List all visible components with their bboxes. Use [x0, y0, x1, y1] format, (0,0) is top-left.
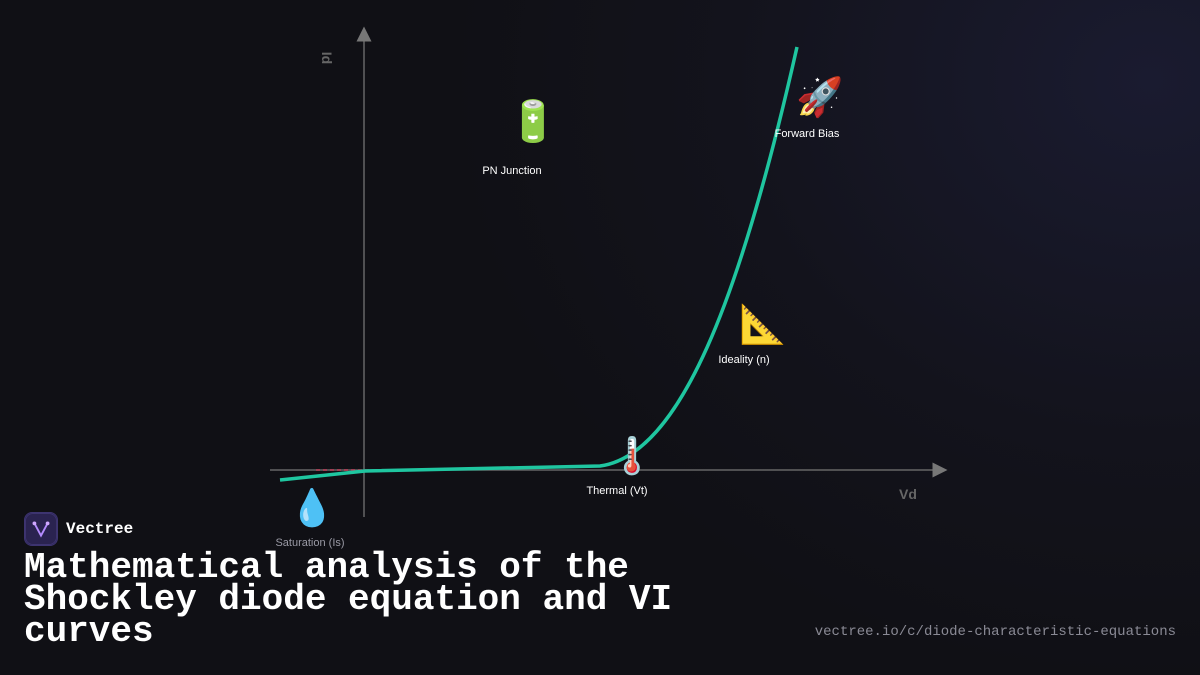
node-icon: 🔋 [508, 98, 558, 144]
y-axis-label: Id [319, 52, 335, 64]
x-axis-label: Vd [899, 486, 917, 502]
node-icon: 📐 [739, 302, 786, 346]
node-label: Thermal (Vt) [586, 485, 647, 497]
brand-name: Vectree [66, 520, 134, 538]
iv-curve [279, 46, 799, 482]
node-icon: 🌡️ [610, 435, 655, 476]
node-label: Ideality (n) [718, 354, 769, 366]
node-label: PN Junction [482, 165, 541, 177]
node-label: Saturation (Is) [275, 537, 344, 549]
page-title: Mathematical analysis of the Shockley di… [24, 547, 673, 652]
brand: Vectree [24, 512, 133, 546]
logo [24, 512, 58, 546]
node-icon: 💧 [290, 487, 335, 528]
node-icon: 🚀 [796, 75, 843, 119]
node-label: Forward Bias [775, 128, 840, 140]
page-url: vectree.io/c/diode-characteristic-equati… [814, 624, 1176, 640]
